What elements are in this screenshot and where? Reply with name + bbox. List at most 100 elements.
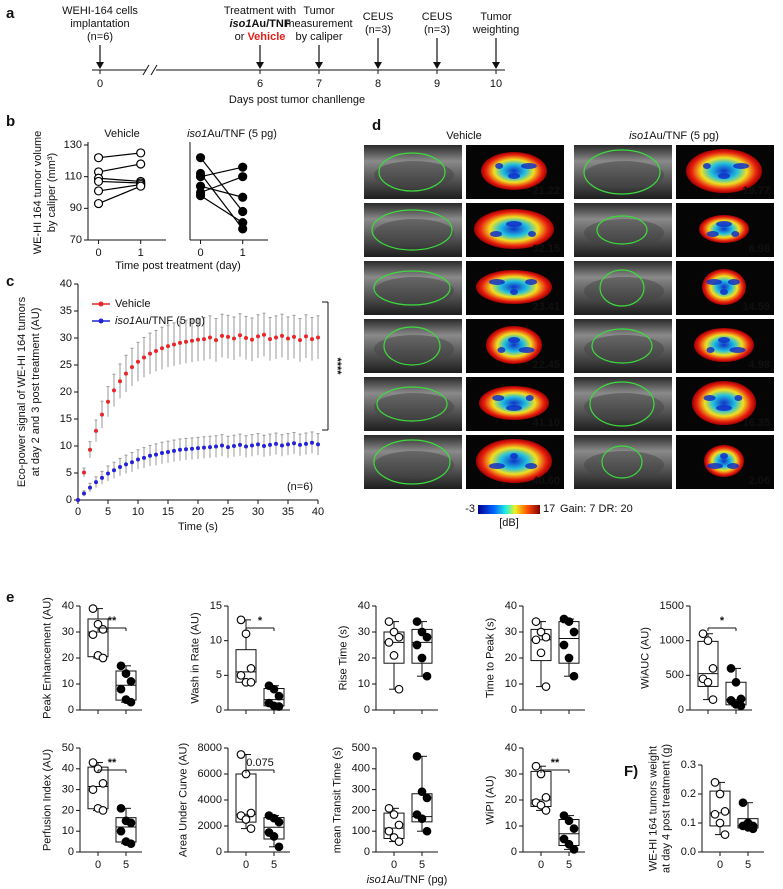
point xyxy=(703,636,713,646)
y-tick-label: 20 xyxy=(62,652,74,664)
x-tick-label: 1 xyxy=(138,247,144,259)
point xyxy=(715,818,725,828)
perfusion-spot xyxy=(492,395,505,401)
point xyxy=(531,617,541,626)
treatment-label-part: or xyxy=(235,31,245,43)
event-label: Tumor xyxy=(480,11,512,23)
x-tick-label: 15 xyxy=(162,506,174,518)
point xyxy=(698,629,708,639)
perfusion-spot xyxy=(518,347,535,353)
point xyxy=(238,217,248,228)
column-title: Vehicle xyxy=(446,130,481,142)
perfusion-value: 4.98 xyxy=(749,359,770,371)
point xyxy=(136,159,146,169)
point xyxy=(394,837,404,846)
pair-line xyxy=(200,173,244,230)
perfusion-map xyxy=(474,209,554,249)
y-tick-label: 15 xyxy=(210,600,222,612)
perfusion-spot xyxy=(718,337,730,343)
point xyxy=(298,442,302,447)
perfusion-value: 40.60 xyxy=(532,475,560,487)
point xyxy=(269,684,279,694)
perfusion-spot xyxy=(720,453,728,459)
x-tick-label: 0 xyxy=(95,859,101,871)
x-tick-label: 0 xyxy=(717,859,723,871)
point xyxy=(531,761,541,771)
point xyxy=(286,442,290,447)
point xyxy=(154,452,158,457)
point xyxy=(126,839,136,849)
point xyxy=(93,153,104,163)
column-title-part: iso1 xyxy=(629,130,649,142)
point xyxy=(268,442,272,447)
treatment-label: or Vehicle xyxy=(235,31,286,43)
y-tick-label: 70 xyxy=(70,234,82,246)
point xyxy=(417,627,427,637)
point xyxy=(121,669,131,678)
point xyxy=(269,832,279,841)
point xyxy=(88,604,98,613)
colorbar-min: -3 xyxy=(465,503,475,515)
point xyxy=(154,348,158,353)
tick-label: 6 xyxy=(257,78,263,90)
point xyxy=(136,359,140,364)
tumor-outline xyxy=(373,270,451,306)
perfusion-spot xyxy=(706,231,719,237)
point xyxy=(126,677,136,686)
point xyxy=(160,346,164,351)
y-tick-label: 10 xyxy=(358,678,370,690)
x-tick-label: 0 xyxy=(75,506,81,518)
pair-line xyxy=(98,163,141,173)
y-tick-label: 0 xyxy=(68,704,74,716)
event-label: measurement xyxy=(285,18,352,30)
perfusion-spot xyxy=(495,163,504,169)
y-axis-label: WiPI (AU) xyxy=(485,776,497,825)
panel-label: a xyxy=(6,5,15,22)
point xyxy=(559,640,569,650)
point xyxy=(136,148,146,158)
tissue xyxy=(374,277,454,305)
perfusion-spot xyxy=(508,173,520,179)
legend-label: iso1Au/TNF (5 pg) xyxy=(115,315,205,327)
perfusion-value: 2.06 xyxy=(749,475,770,487)
y-tick-label: 400 xyxy=(352,763,370,775)
y-tick-label: 200 xyxy=(352,804,370,816)
y-axis-label: WiAUC (AU) xyxy=(639,627,651,689)
y-tick-label: 300 xyxy=(352,784,370,796)
point xyxy=(184,447,188,452)
perfusion-spot xyxy=(716,405,732,411)
y-tick-label: 110 xyxy=(64,171,82,183)
point xyxy=(738,798,748,808)
point xyxy=(286,336,290,341)
perfusion-value: 22.45 xyxy=(532,359,560,371)
point xyxy=(98,806,108,815)
perfusion-map xyxy=(702,269,746,305)
x-tick-label: 0 xyxy=(95,247,101,259)
axis-break xyxy=(150,64,158,76)
pair-line xyxy=(200,166,243,178)
point xyxy=(214,444,218,449)
chart-title-part: Au/TNF (5 pg) xyxy=(207,128,277,140)
significance: * xyxy=(720,615,725,627)
point xyxy=(422,826,432,836)
point xyxy=(172,448,176,453)
point xyxy=(731,677,741,687)
perfusion-map xyxy=(479,386,549,420)
x-tick-label: 5 xyxy=(123,859,129,871)
point xyxy=(94,480,98,485)
perfusion-value: 16.35 xyxy=(742,417,770,429)
tumor-outline xyxy=(373,439,451,485)
x-tick-label: 5 xyxy=(419,859,425,871)
perfusion-spot xyxy=(720,289,728,295)
event-label: by caliper xyxy=(295,31,342,43)
point xyxy=(220,333,224,338)
point xyxy=(708,664,718,673)
point xyxy=(412,751,422,761)
point xyxy=(569,845,579,854)
y-tick-label: 0 xyxy=(364,846,370,858)
y-tick-label: 50 xyxy=(62,742,74,754)
significance: ** xyxy=(108,615,117,627)
point xyxy=(124,371,128,376)
x-axis-label: iso1Au/TNF (pg) xyxy=(367,874,448,886)
